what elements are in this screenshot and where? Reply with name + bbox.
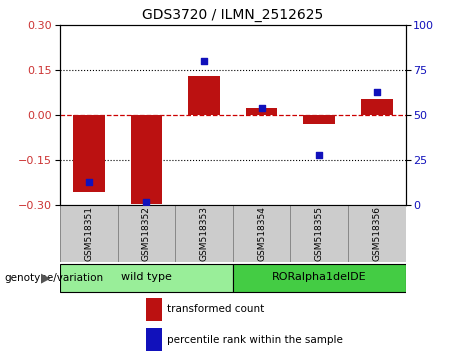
Bar — [60, 263, 233, 292]
Point — [373, 89, 381, 95]
Bar — [188, 76, 220, 115]
Text: GSM518356: GSM518356 — [372, 206, 381, 261]
Text: ▶: ▶ — [41, 272, 51, 284]
Bar — [361, 98, 393, 115]
Text: GSM518355: GSM518355 — [315, 206, 324, 261]
Text: GSM518354: GSM518354 — [257, 206, 266, 261]
Bar — [233, 263, 406, 292]
Point — [200, 58, 207, 64]
Bar — [146, 328, 162, 351]
Bar — [146, 298, 162, 321]
Point — [142, 199, 150, 205]
Text: percentile rank within the sample: percentile rank within the sample — [167, 335, 343, 344]
Text: RORalpha1delDE: RORalpha1delDE — [272, 272, 366, 282]
Title: GDS3720 / ILMN_2512625: GDS3720 / ILMN_2512625 — [142, 8, 324, 22]
Bar — [73, 115, 105, 192]
Text: genotype/variation: genotype/variation — [5, 273, 104, 283]
Text: GSM518353: GSM518353 — [200, 206, 208, 261]
Bar — [233, 205, 290, 262]
Bar — [290, 205, 348, 262]
Point — [315, 152, 323, 158]
Bar — [60, 205, 118, 262]
Bar — [175, 205, 233, 262]
Bar — [130, 115, 162, 204]
Text: GSM518351: GSM518351 — [84, 206, 93, 261]
Bar — [118, 205, 175, 262]
Point — [258, 105, 266, 111]
Text: GSM518352: GSM518352 — [142, 206, 151, 261]
Text: transformed count: transformed count — [167, 304, 264, 314]
Text: wild type: wild type — [121, 272, 172, 282]
Bar — [246, 108, 278, 115]
Bar — [303, 115, 335, 124]
Point — [85, 179, 92, 185]
Bar — [348, 205, 406, 262]
